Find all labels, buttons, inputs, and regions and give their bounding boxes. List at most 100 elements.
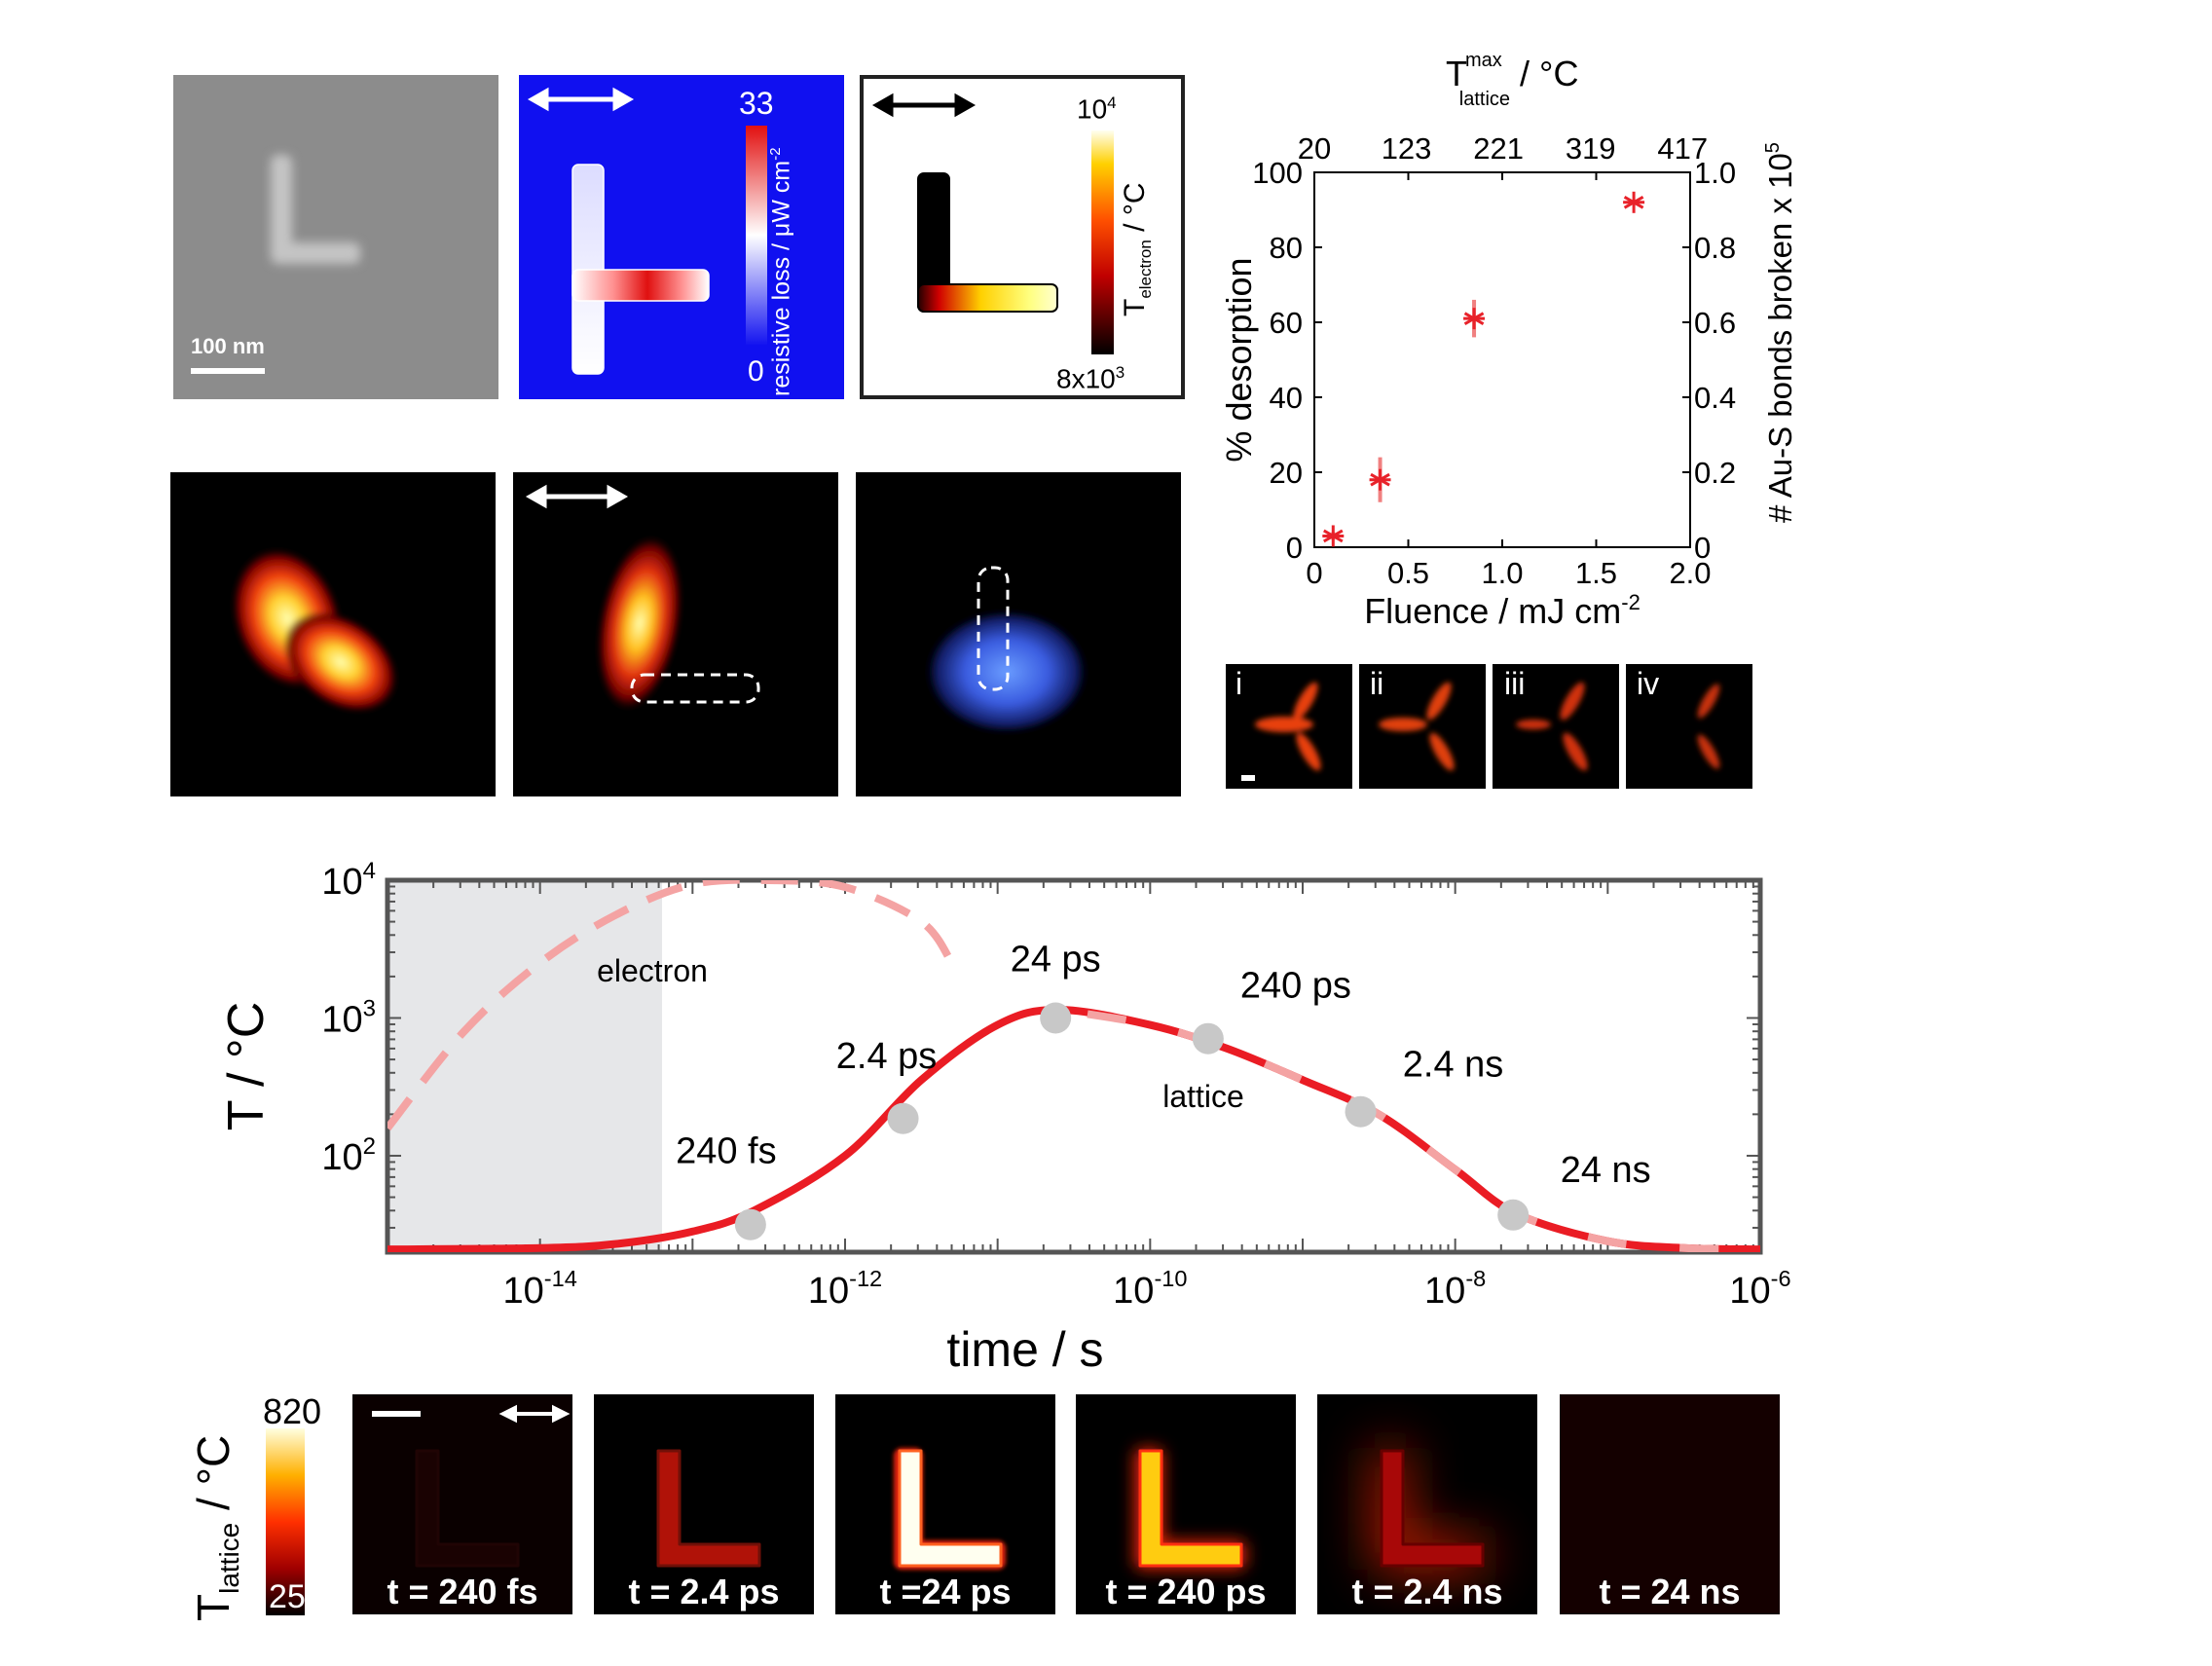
resistive-loss-map: 33 0 resistive loss / μW cm-2 — [519, 75, 844, 399]
photoemission-map-3 — [856, 472, 1181, 796]
temperature-time-chart: 10-14 10-12 10-10 10-8 10-6 102 103 104 time / s… — [218, 858, 1791, 1377]
polarization-arrow-icon — [871, 93, 977, 118]
lattice-snapshot: t = 2.4 ns — [1317, 1394, 1537, 1614]
sem-image: 100 nm — [173, 75, 498, 399]
telectron-cbar-label: Telectron / °C — [1119, 182, 1155, 316]
top-tick-label: 123 — [1382, 131, 1432, 166]
time-marker-point — [1497, 1199, 1530, 1231]
lattice-snapshot-row: t = 240 fs t = 2.4 ps t =24 ps t = 240 ps t … — [352, 1394, 1780, 1616]
inset-label-i: i — [1235, 666, 1243, 701]
x-tick-label: 0 — [1306, 556, 1322, 590]
y-tick-label: 80 — [1270, 231, 1303, 265]
x-tick-label: 0.5 — [1387, 556, 1429, 590]
x-tick-label: 2.0 — [1669, 556, 1711, 590]
telectron-cbar-max: 104 — [1077, 93, 1117, 125]
lattice-snapshot: t = 240 ps — [1076, 1394, 1296, 1614]
inset-iii — [1493, 664, 1619, 789]
y-tick-label: 104 — [321, 858, 376, 903]
snapshot-caption: t = 240 ps — [1105, 1572, 1267, 1611]
time-marker-label: 240 ps — [1240, 966, 1351, 1007]
snapshot-scalebar — [372, 1411, 421, 1417]
top-tick-label: 319 — [1566, 131, 1616, 166]
sem-scalebar — [191, 368, 265, 374]
resistive-cbar-max: 33 — [739, 86, 774, 121]
y-tick-label: 100 — [1252, 156, 1303, 190]
inset-label-iii: iii — [1504, 666, 1526, 701]
sem-scalebar-label: 100 nm — [191, 334, 265, 358]
telectron-l-shape — [917, 172, 1058, 313]
telectron-colorbar — [1091, 130, 1114, 354]
sem-l-shape — [173, 75, 498, 399]
tlattice-cbar-min: 25 — [269, 1578, 306, 1615]
y2-tick-label: 0.6 — [1694, 306, 1736, 340]
y-tick-label: 102 — [321, 1133, 376, 1178]
time-marker-label: 24 ps — [1011, 939, 1101, 980]
y-axis-label: T / °C — [218, 1002, 275, 1131]
y2-axis-label: # Au-S bonds broken x 105 — [1762, 142, 1798, 523]
y-tick-label: 20 — [1270, 456, 1303, 490]
desorption-data-point — [1463, 299, 1486, 338]
y2-tick-label: 0.4 — [1694, 381, 1736, 415]
resistive-cbar-label: resistive loss / μW cm-2 — [767, 147, 795, 396]
y-tick-label: 0 — [1286, 531, 1303, 565]
electron-label: electron — [597, 953, 708, 988]
y-axis-label: % desorption — [1219, 257, 1259, 462]
x-tick-label: 10-12 — [808, 1266, 882, 1312]
tlattice-colorbar — [266, 1428, 305, 1615]
x-tick-label: 1.5 — [1575, 556, 1617, 590]
time-marker-label: 2.4 ns — [1403, 1045, 1504, 1086]
time-plot-frame — [385, 877, 1763, 1255]
time-marker-point — [1192, 1022, 1224, 1055]
tlattice-colorbar-block: 820 25 Tlattice / °C — [175, 1388, 341, 1621]
x-axis-label: Fluence / mJ cm-2 — [1364, 590, 1641, 631]
resistive-cbar-min: 0 — [748, 355, 764, 388]
x-tick-label: 10-8 — [1424, 1266, 1486, 1312]
x-tick-label: 1.0 — [1481, 556, 1523, 590]
inset-scalebar — [1241, 775, 1255, 781]
electron-temperature-curve — [387, 880, 956, 1131]
lattice-snapshot: t = 240 fs — [352, 1394, 572, 1614]
lattice-label: lattice — [1162, 1079, 1244, 1114]
polarization-arrow-icon — [525, 484, 629, 509]
y-tick-label: 103 — [321, 995, 376, 1040]
lattice-curve-overlay — [1057, 1006, 1760, 1252]
snapshot-caption: t = 2.4 ps — [628, 1572, 780, 1611]
lattice-snapshot: t =24 ps — [835, 1394, 1055, 1614]
desorption-data-point — [1623, 191, 1645, 213]
polarization-arrow-icon — [527, 87, 635, 112]
snapshot-caption: t = 24 ns — [1599, 1572, 1741, 1611]
y2-tick-label: 1.0 — [1694, 156, 1736, 190]
inset-iv — [1626, 664, 1752, 789]
top-tick-label: 417 — [1657, 131, 1708, 166]
dashed-outline — [630, 673, 760, 704]
photoemission-map-1 — [170, 472, 496, 796]
x-axis-label: time / s — [946, 1322, 1103, 1377]
tlattice-cbar-label: Tlattice / °C — [188, 1434, 245, 1621]
time-marker-point — [734, 1208, 766, 1240]
y-tick-label: 60 — [1270, 306, 1303, 340]
inset-ii — [1359, 664, 1486, 789]
x-tick-label: 10-10 — [1113, 1266, 1187, 1312]
time-marker-label: 24 ns — [1561, 1150, 1651, 1191]
snapshot-caption: t =24 ps — [879, 1572, 1012, 1611]
resistive-l-shape — [571, 164, 710, 375]
photoemission-map-2 — [513, 472, 838, 796]
desorption-data-point — [1322, 525, 1345, 547]
time-marker-label: 240 fs — [676, 1131, 777, 1172]
desorption-plot-frame — [1313, 171, 1691, 548]
inset-label-ii: ii — [1370, 666, 1384, 701]
inset-label-iv: iv — [1637, 666, 1660, 701]
top-tick-label: 221 — [1473, 131, 1524, 166]
telectron-cbar-min: 8x103 — [1056, 363, 1125, 394]
tlattice-cbar-max: 820 — [263, 1391, 322, 1431]
y-tick-label: 40 — [1270, 381, 1303, 415]
inset-row: i ii iii iv — [1226, 664, 1757, 789]
telectron-map: 104 8x103 Telectron / °C — [860, 75, 1185, 399]
time-marker-point — [1040, 1002, 1072, 1034]
desorption-data-point — [1369, 457, 1391, 502]
snapshot-caption: t = 2.4 ns — [1351, 1572, 1503, 1611]
desorption-chart: 0 0.5 1.0 1.5 2.0 20 123 221 319 417 0 20 40 60 80 100 0… — [1219, 50, 1798, 631]
resistive-colorbar — [746, 126, 767, 345]
y2-tick-label: 0.2 — [1694, 456, 1736, 490]
y2-tick-label: 0 — [1694, 531, 1711, 565]
